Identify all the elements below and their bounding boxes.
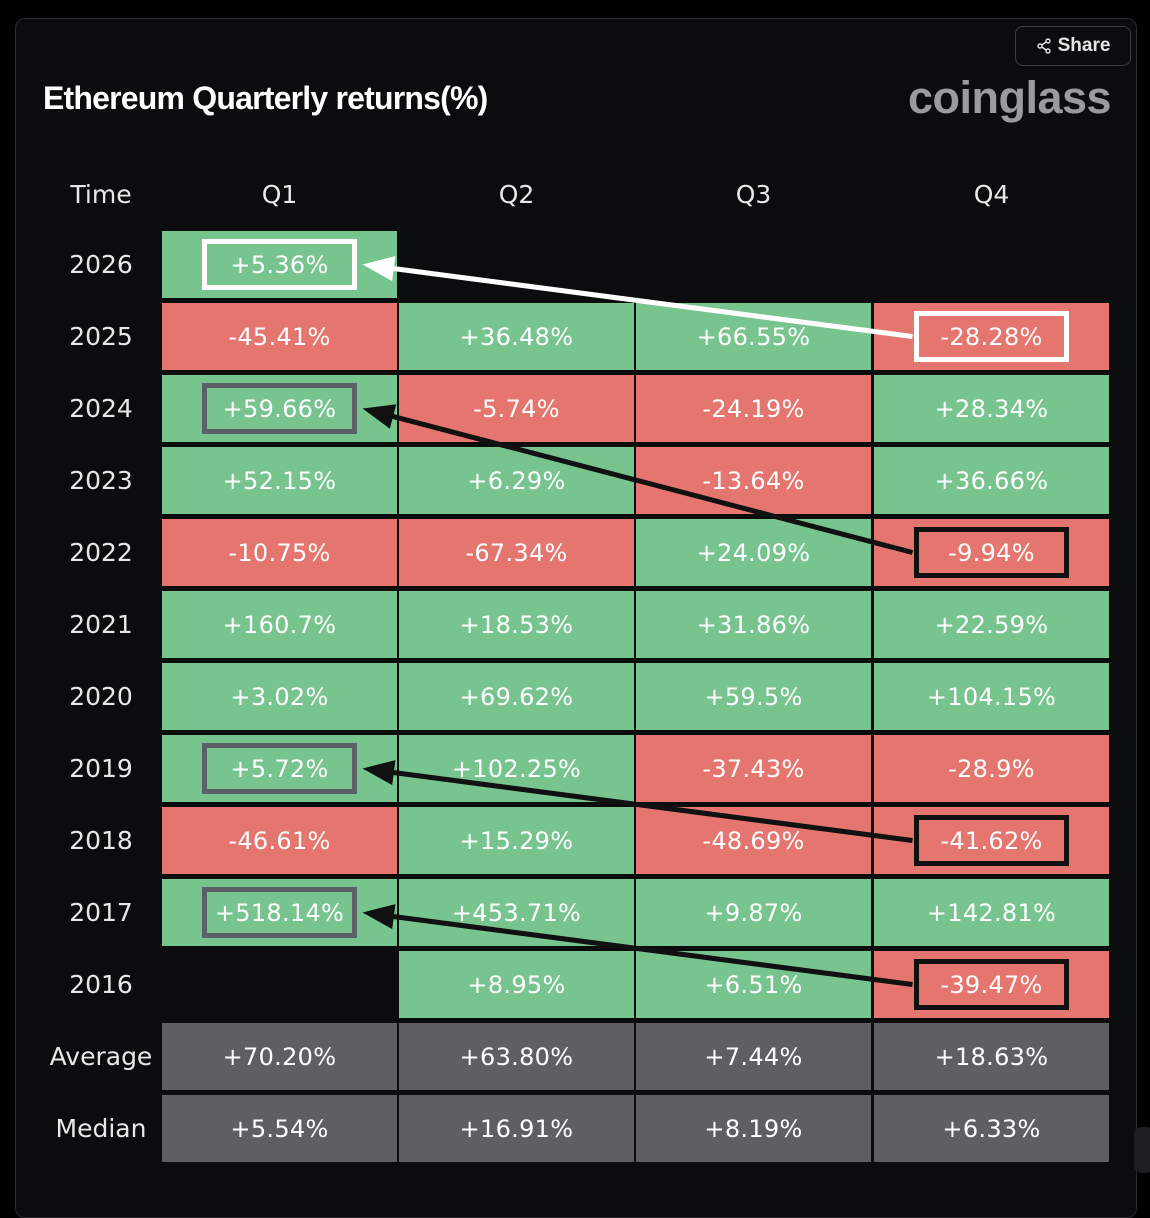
column-header-q3: Q3: [735, 179, 772, 209]
cell-median-q1: +5.54%: [162, 1095, 397, 1162]
cell-2025-q1: -45.41%: [162, 303, 397, 370]
row-label-2025: 2025: [69, 322, 133, 351]
cell-2017-q2: +453.71%: [399, 879, 634, 946]
scroll-handle[interactable]: [1134, 1127, 1150, 1173]
cell-2018-q3: -48.69%: [636, 807, 871, 874]
cell-2020-q1: +3.02%: [162, 663, 397, 730]
cell-2024-q4: +28.34%: [874, 375, 1109, 442]
cell-median-q3: +8.19%: [636, 1095, 871, 1162]
cell-2021-q2: +18.53%: [399, 591, 634, 658]
cell-average-q4: +18.63%: [874, 1023, 1109, 1090]
cell-average-q2: +63.80%: [399, 1023, 634, 1090]
row-label-2018: 2018: [69, 826, 133, 855]
chart-title: Ethereum Quarterly returns(%): [43, 80, 488, 116]
cell-2018-q4: -41.62%: [874, 807, 1109, 874]
cell-2025-q2: +36.48%: [399, 303, 634, 370]
row-label-2017: 2017: [69, 898, 133, 927]
column-header-q4: Q4: [973, 179, 1010, 209]
cell-average-q3: +7.44%: [636, 1023, 871, 1090]
share-icon: [1036, 38, 1051, 54]
cell-2019-q1: +5.72%: [162, 735, 397, 802]
cell-2021-q3: +31.86%: [636, 591, 871, 658]
cell-2022-q4: -9.94%: [874, 519, 1109, 586]
cell-2023-q3: -13.64%: [636, 447, 871, 514]
cell-2017-q3: +9.87%: [636, 879, 871, 946]
row-label-2021: 2021: [69, 610, 133, 639]
cell-median-q4: +6.33%: [874, 1095, 1109, 1162]
column-header-q1: Q1: [261, 179, 298, 209]
cell-2020-q4: +104.15%: [874, 663, 1109, 730]
cell-2021-q4: +22.59%: [874, 591, 1109, 658]
row-label-2019: 2019: [69, 754, 133, 783]
column-header-time: Time: [70, 179, 132, 209]
cell-2023-q1: +52.15%: [162, 447, 397, 514]
brand-logo: coinglass: [908, 72, 1112, 123]
cell-2020-q2: +69.62%: [399, 663, 634, 730]
cell-average-q1: +70.20%: [162, 1023, 397, 1090]
row-label-2016: 2016: [69, 970, 133, 999]
cell-2017-q1: +518.14%: [162, 879, 397, 946]
cell-2024-q1: +59.66%: [162, 375, 397, 442]
row-label-2020: 2020: [69, 682, 133, 711]
column-header-q2: Q2: [498, 179, 535, 209]
cell-2019-q3: -37.43%: [636, 735, 871, 802]
row-label-2023: 2023: [69, 466, 133, 495]
cell-2022-q1: -10.75%: [162, 519, 397, 586]
cell-2019-q2: +102.25%: [399, 735, 634, 802]
share-label: Share: [1057, 35, 1111, 56]
row-label-2022: 2022: [69, 538, 133, 567]
cell-2025-q4: -28.28%: [874, 303, 1109, 370]
row-label-2026: 2026: [69, 250, 133, 279]
cell-2024-q3: -24.19%: [636, 375, 871, 442]
cell-2021-q1: +160.7%: [162, 591, 397, 658]
cell-2022-q2: -67.34%: [399, 519, 634, 586]
cell-2018-q2: +15.29%: [399, 807, 634, 874]
cell-2016-q3: +6.51%: [636, 951, 871, 1018]
cell-2018-q1: -46.61%: [162, 807, 397, 874]
cell-2017-q4: +142.81%: [874, 879, 1109, 946]
cell-2024-q2: -5.74%: [399, 375, 634, 442]
cell-2020-q3: +59.5%: [636, 663, 871, 730]
cell-2023-q2: +6.29%: [399, 447, 634, 514]
row-label-median: Median: [55, 1114, 147, 1143]
row-label-2024: 2024: [69, 394, 133, 423]
cell-2016-q2: +8.95%: [399, 951, 634, 1018]
share-button[interactable]: Share: [1015, 26, 1131, 66]
cell-2022-q3: +24.09%: [636, 519, 871, 586]
row-label-average: Average: [49, 1042, 153, 1071]
cell-2016-q4: -39.47%: [874, 951, 1109, 1018]
cell-2019-q4: -28.9%: [874, 735, 1109, 802]
cell-2026-q1: +5.36%: [162, 231, 397, 298]
cell-2025-q3: +66.55%: [636, 303, 871, 370]
cell-median-q2: +16.91%: [399, 1095, 634, 1162]
cell-2023-q4: +36.66%: [874, 447, 1109, 514]
